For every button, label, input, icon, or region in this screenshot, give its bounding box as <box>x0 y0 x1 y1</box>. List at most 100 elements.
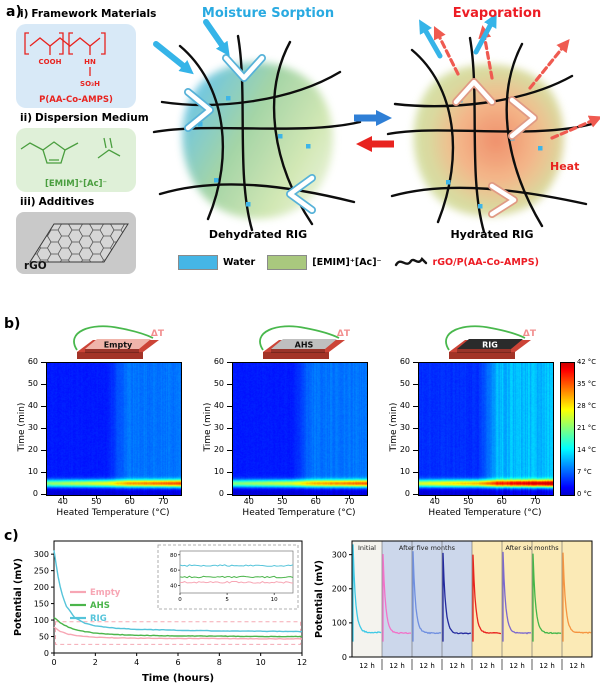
region-label: After five months <box>399 544 456 552</box>
y-tick-mark <box>413 406 418 407</box>
emim-swatch <box>267 254 308 270</box>
device-empty: Empty ΔT <box>73 325 165 359</box>
legend-label-1: [EMIM]⁺[Ac]⁻ <box>312 256 382 268</box>
cycle-duration-label: 12 h <box>449 662 465 670</box>
series-line-rig <box>53 550 303 633</box>
y-tick-label: 10 <box>213 467 224 476</box>
device-label: RIG <box>482 341 498 350</box>
x-tick-label: 50 <box>463 497 474 506</box>
cycle-trace-5 <box>472 554 501 642</box>
y-tick-label: 40 <box>213 401 224 410</box>
legend-label-rig: RIG <box>90 614 107 624</box>
thermocouple-wire <box>445 325 526 351</box>
heatmap-xlabel: Heated Temperature (°C) <box>242 508 356 518</box>
y-tick-mark <box>41 472 46 473</box>
sample-slab-edge <box>457 349 511 353</box>
y-tick-label: 0 <box>342 653 347 662</box>
y-tick-label: 10 <box>27 467 38 476</box>
cycle-duration-label: 12 h <box>419 662 435 670</box>
y-tick-label: 20 <box>213 445 224 454</box>
y-tick-label: 50 <box>39 632 49 641</box>
heatmap-subplot-empty: Empty ΔT Time (min) Heated Temperature (… <box>2 322 186 524</box>
region-bg <box>352 541 382 657</box>
y-tick-mark <box>41 384 46 385</box>
y-tick-mark <box>227 472 232 473</box>
y-tick-mark <box>41 428 46 429</box>
y-tick-mark <box>227 406 232 407</box>
y-tick-label: 300 <box>332 550 347 559</box>
atom-label-so3h: SO₃H <box>80 80 100 88</box>
x-tick-label: 70 <box>530 497 541 506</box>
cycle-duration-label: 12 h <box>539 662 555 670</box>
y-tick-label: 100 <box>34 616 49 625</box>
x-tick-label: 12 <box>297 658 307 667</box>
y-tick-mark <box>413 450 418 451</box>
polymer-skeleton <box>24 32 106 76</box>
hydrated-network <box>386 14 600 234</box>
y-tick-label: 20 <box>399 445 410 454</box>
hydrated-blob <box>413 64 564 217</box>
heater-plate-front <box>77 352 143 359</box>
inset-y-tick-label: 80 <box>170 553 177 559</box>
x-tick-label: 8 <box>217 658 222 667</box>
colorbar-canvas <box>560 362 575 496</box>
x-tick-label: 70 <box>158 497 169 506</box>
graphene-sheet-shape <box>29 223 129 263</box>
dehydrated-network <box>152 19 362 232</box>
x-tick-mark <box>163 495 165 499</box>
y-tick-mark <box>413 362 418 363</box>
sample-slab <box>85 339 151 349</box>
water-swatch <box>178 254 218 270</box>
cycle-trace-7 <box>532 553 562 642</box>
x-tick-label: 50 <box>277 497 288 506</box>
cycle-duration-label: 12 h <box>359 662 375 670</box>
y-tick-label: 150 <box>34 599 49 608</box>
y-tick-mark <box>413 494 418 495</box>
y-tick-mark <box>227 428 232 429</box>
sample-slab <box>457 339 523 349</box>
y-tick-mark <box>413 428 418 429</box>
x-tick-label: 50 <box>91 497 102 506</box>
delta-t-label: ΔT <box>523 329 537 339</box>
moisture-in-arrows <box>153 19 230 75</box>
polymer-squiggle <box>394 257 427 267</box>
colorbar-label: 14 °C <box>577 446 596 454</box>
heatmap-subplot-rig: RIG ΔT Time (min) Heated Temperature (°C… <box>374 322 558 524</box>
additives-box: rGO <box>16 212 136 274</box>
y-tick-label: 30 <box>399 423 410 432</box>
x-tick-mark <box>315 495 317 499</box>
y-tick-mark <box>41 362 46 363</box>
material-3-index: iii) <box>20 196 36 208</box>
exchange-arrows <box>354 110 394 152</box>
heatmap-rig-canvas <box>418 362 554 496</box>
colorbar: 42 °C 35 °C 28 °C 21 °C 14 °C 7 °C 0 °C <box>560 358 600 507</box>
y-tick-label: 100 <box>332 619 347 628</box>
colorbar-label: 7 °C <box>577 468 592 476</box>
y-axis-label: Potential (mV) <box>314 560 325 638</box>
colorbar-label: 28 °C <box>577 402 596 410</box>
longterm-cycling-chart: Initial After five months After six months… <box>310 536 596 684</box>
thermocouple-wire <box>259 325 340 351</box>
y-tick-label: 0 <box>404 489 410 498</box>
inset-x-tick-label: 5 <box>225 597 229 603</box>
heat-out-arrows <box>433 25 600 140</box>
inset-y-tick-label: 40 <box>170 583 177 589</box>
x-tick-mark <box>282 495 284 499</box>
cycle-duration-label: 12 h <box>389 662 405 670</box>
rgo-sheet <box>29 223 129 263</box>
material-2-title: ii) Dispersion Medium <box>20 112 152 124</box>
y-tick-label: 50 <box>213 379 224 388</box>
polymer-line-icon <box>394 257 427 267</box>
heatmap-empty-canvas <box>46 362 182 496</box>
material-1-title: i) Framework Materials <box>20 8 159 20</box>
x-tick-label: 6 <box>175 658 180 667</box>
y-axis-label: Potential (mV) <box>13 558 24 636</box>
device-rig: RIG ΔT <box>445 325 537 359</box>
series-line-ahs <box>53 616 303 638</box>
sorption-inner-arrows <box>184 54 316 214</box>
y-tick-label: 10 <box>399 467 410 476</box>
heat-label: Heat <box>550 160 580 173</box>
legend-label-2: rGO/P(AA-Co-AMPS) <box>432 256 539 268</box>
heatmap-xlabel: Heated Temperature (°C) <box>428 508 542 518</box>
heater-plate-front <box>263 352 329 359</box>
